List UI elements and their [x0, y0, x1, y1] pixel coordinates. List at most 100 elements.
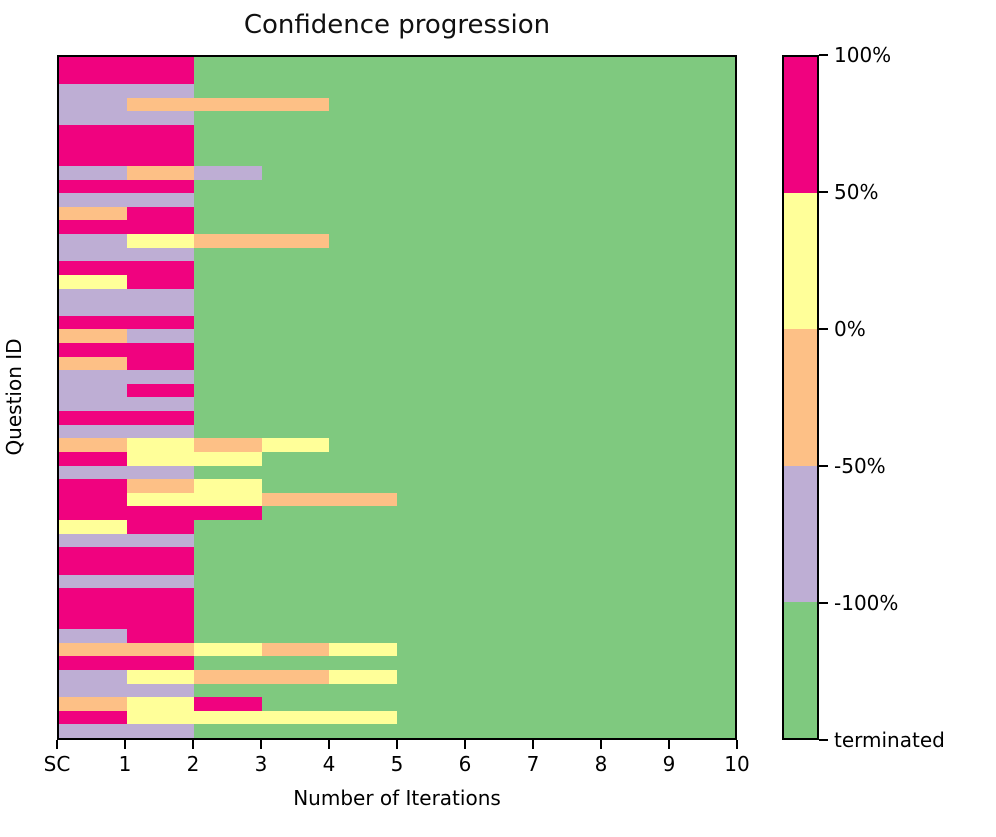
heatmap-cell: [599, 465, 668, 480]
heatmap-cell: [532, 193, 600, 207]
heatmap-cell: [396, 656, 465, 670]
heatmap-cell: [126, 506, 195, 521]
colorbar-segment: [784, 465, 817, 602]
heatmap-cell: [261, 506, 330, 521]
heatmap-cell: [59, 697, 127, 711]
heatmap-cell: [464, 697, 533, 711]
heatmap-cell: [126, 288, 195, 303]
heatmap-cell: [532, 138, 600, 153]
heatmap-cell: [667, 152, 735, 166]
heatmap-cell: [532, 57, 600, 71]
heatmap-cell: [532, 465, 600, 480]
heatmap-cell: [194, 669, 262, 684]
heatmap-cell: [396, 247, 465, 262]
heatmap-cell: [329, 506, 397, 521]
heatmap-cell: [599, 111, 668, 126]
x-tick-label: 8: [594, 752, 608, 776]
x-axis-label: Number of Iterations: [293, 786, 501, 810]
heatmap-cell: [532, 642, 600, 657]
heatmap-cell: [59, 588, 127, 602]
heatmap-cell: [464, 710, 533, 725]
heatmap-cell: [532, 492, 600, 507]
x-tick-label: 9: [662, 752, 676, 776]
heatmap-cell: [329, 356, 397, 371]
heatmap-cell: [126, 206, 195, 221]
heatmap-cell: [194, 465, 262, 480]
heatmap-cell: [329, 479, 397, 493]
heatmap-cell: [532, 247, 600, 262]
heatmap-cell: [599, 288, 668, 303]
heatmap-cell: [194, 560, 262, 575]
heatmap-cell: [599, 506, 668, 521]
heatmap-cell: [667, 724, 735, 738]
heatmap-cell: [261, 547, 330, 561]
heatmap-cell: [599, 615, 668, 630]
heatmap-cell: [194, 125, 262, 139]
heatmap-cell: [396, 424, 465, 439]
heatmap-cell: [532, 411, 600, 425]
heatmap-cell: [261, 261, 330, 275]
heatmap-cell: [464, 411, 533, 425]
heatmap-cell: [464, 206, 533, 221]
heatmap-cell: [329, 683, 397, 698]
heatmap-cell: [396, 125, 465, 139]
heatmap-cell: [126, 111, 195, 126]
heatmap-cell: [329, 261, 397, 275]
heatmap-cell: [599, 601, 668, 616]
heatmap-cell: [329, 465, 397, 480]
heatmap-cell: [59, 97, 127, 112]
heatmap-cell: [396, 724, 465, 738]
heatmap-cell: [599, 533, 668, 548]
heatmap-cell: [329, 97, 397, 112]
heatmap-cell: [59, 261, 127, 275]
heatmap-cell: [396, 397, 465, 412]
heatmap-cell: [261, 247, 330, 262]
x-tick-label: 10: [724, 752, 750, 776]
heatmap-cell: [194, 615, 262, 630]
heatmap-cell: [532, 383, 600, 398]
heatmap-cell: [59, 669, 127, 684]
heatmap-cell: [59, 329, 127, 344]
heatmap-cell: [464, 70, 533, 85]
heatmap-cell: [126, 152, 195, 166]
heatmap-cell: [329, 329, 397, 344]
heatmap-cell: [599, 97, 668, 112]
x-tick-mark: [532, 740, 534, 749]
heatmap-cell: [194, 724, 262, 738]
heatmap-cell: [667, 302, 735, 316]
heatmap-cell: [532, 710, 600, 725]
heatmap-cell: [329, 57, 397, 71]
heatmap-cell: [329, 193, 397, 207]
heatmap-cell: [261, 370, 330, 384]
heatmap-cell: [396, 574, 465, 589]
x-tick-mark: [260, 740, 262, 749]
x-tick-mark: [736, 740, 738, 749]
heatmap-cell: [126, 520, 195, 534]
heatmap-cell: [464, 57, 533, 71]
heatmap-cell: [667, 629, 735, 643]
heatmap-cell: [396, 138, 465, 153]
heatmap-cell: [329, 533, 397, 548]
heatmap-cell: [599, 724, 668, 738]
heatmap-cell: [126, 411, 195, 425]
heatmap-cell: [261, 642, 330, 657]
heatmap-cell: [599, 710, 668, 725]
heatmap-cell: [59, 343, 127, 357]
x-tick-label: 7: [526, 752, 540, 776]
heatmap-cell: [126, 302, 195, 316]
heatmap-cell: [329, 383, 397, 398]
heatmap-cell: [532, 165, 600, 180]
heatmap-cell: [396, 533, 465, 548]
colorbar-tick-mark: [819, 54, 828, 56]
heatmap-cell: [126, 574, 195, 589]
heatmap-cell: [599, 397, 668, 412]
heatmap-cell: [667, 70, 735, 85]
chart-title: Confidence progression: [243, 10, 551, 40]
heatmap-cell: [599, 492, 668, 507]
heatmap-cell: [261, 193, 330, 207]
heatmap-cell: [261, 84, 330, 98]
heatmap-cell: [329, 669, 397, 684]
heatmap-cell: [194, 84, 262, 98]
heatmap-cell: [396, 179, 465, 194]
